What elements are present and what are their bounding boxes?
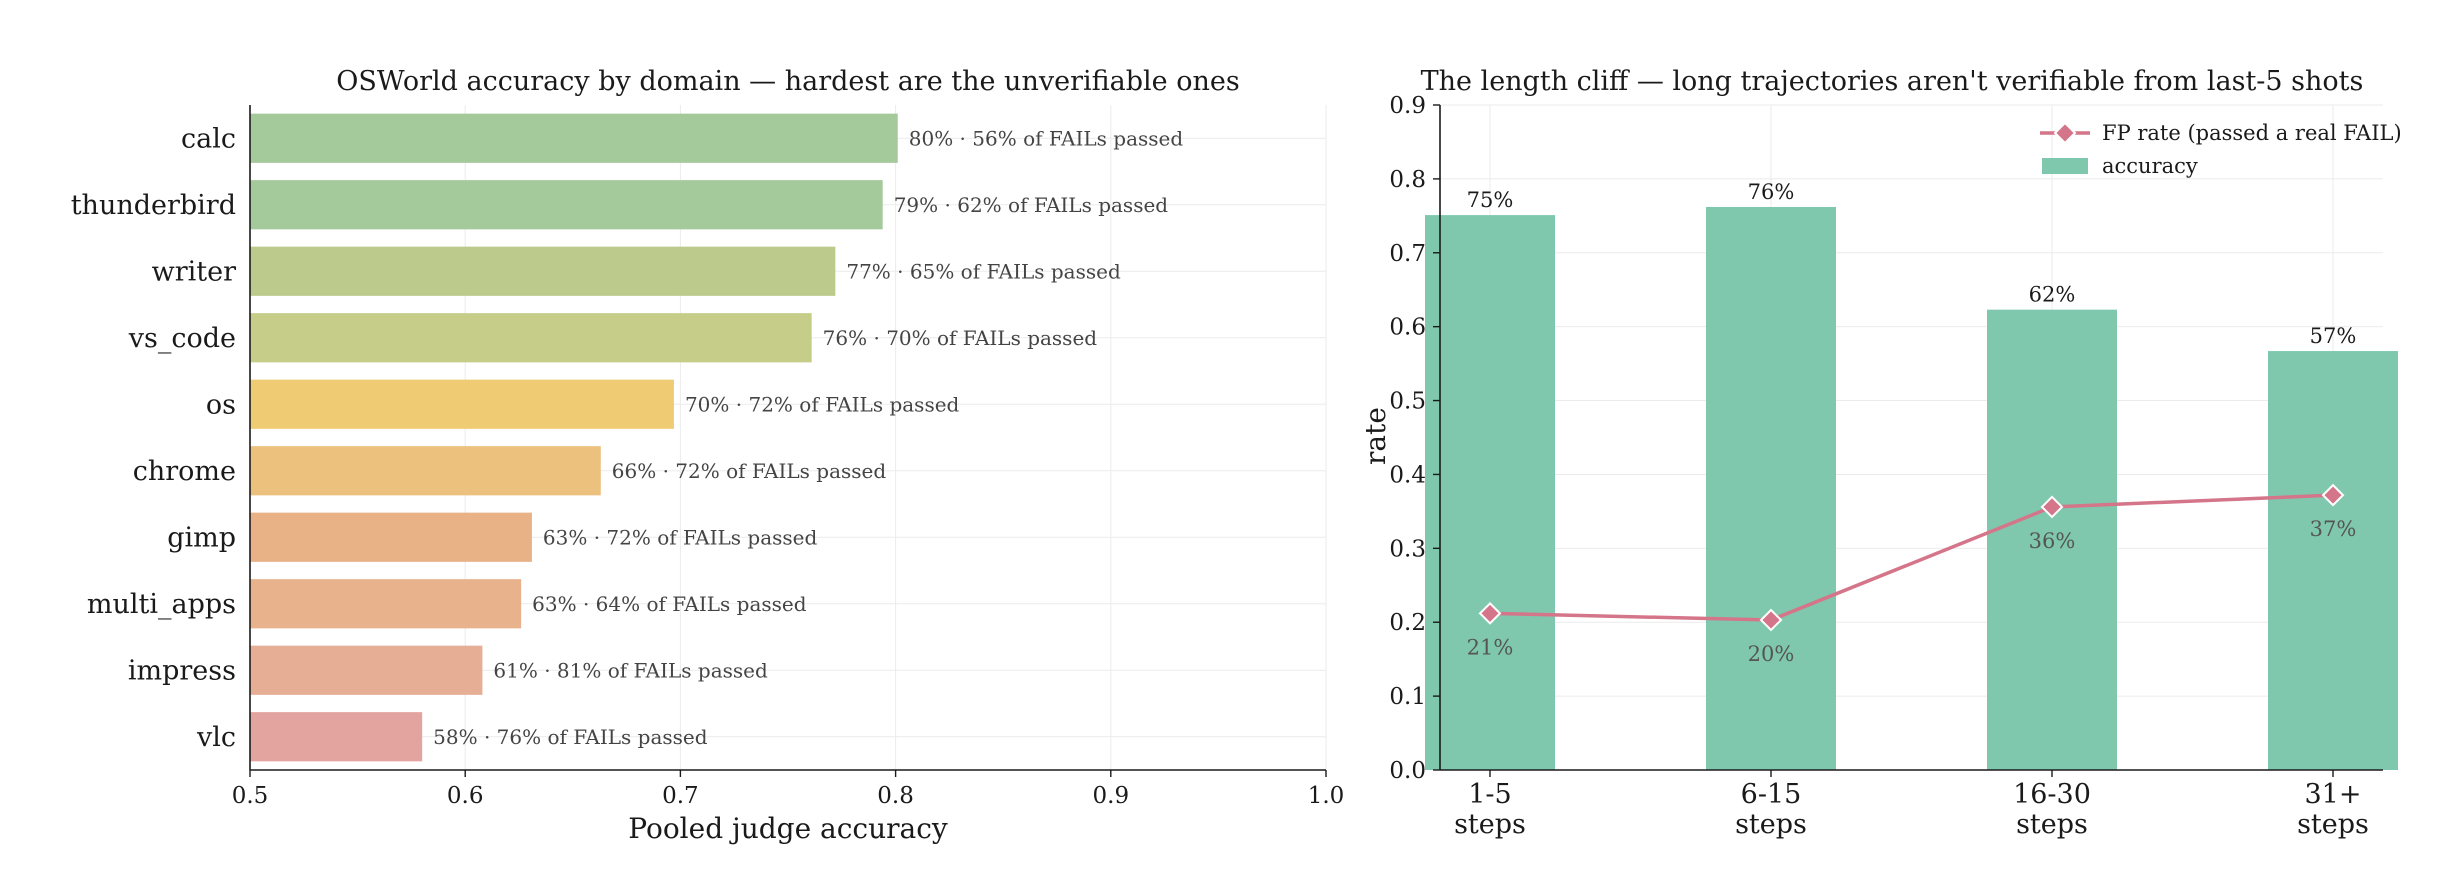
y-tick-label: 0.6 — [1389, 315, 1426, 341]
x-tick-label: steps — [1454, 809, 1526, 840]
fp-rate-label: 20% — [1748, 642, 1795, 666]
accuracy-bar — [2268, 351, 2398, 770]
x-tick-label: steps — [2016, 809, 2088, 840]
y-axis-label: rate — [1359, 407, 1392, 465]
accuracy-bar — [1425, 215, 1555, 770]
bar-vlc — [250, 712, 423, 762]
chart-title: The length cliff — long trajectories are… — [1421, 66, 2364, 97]
fp-rate-label: 21% — [1467, 635, 1514, 659]
bar-annotation: 76% · 70% of FAILs passed — [823, 326, 1098, 350]
fp-rate-label: 36% — [2029, 529, 2076, 553]
x-tick-label: steps — [2297, 809, 2369, 840]
accuracy-label: 75% — [1467, 188, 1514, 212]
accuracy-label: 57% — [2310, 324, 2357, 348]
bar-calc — [250, 113, 898, 163]
y-tick-label: 0.9 — [1389, 93, 1426, 119]
x-axis-label: Pooled judge accuracy — [628, 812, 948, 845]
bar-annotation: 77% · 65% of FAILs passed — [846, 259, 1121, 283]
y-tick-label: 0.4 — [1389, 462, 1426, 488]
bar-annotation: 61% · 81% of FAILs passed — [493, 658, 768, 682]
x-tick-label: steps — [1735, 809, 1807, 840]
category-label: chrome — [133, 456, 236, 487]
category-label: vs_code — [128, 323, 236, 354]
category-label: os — [206, 389, 236, 420]
accuracy-label: 76% — [1748, 180, 1795, 204]
y-tick-label: 0.1 — [1389, 684, 1426, 710]
y-tick-label: 0.3 — [1389, 536, 1426, 562]
accuracy-label: 62% — [2029, 283, 2076, 307]
bar-annotation: 63% · 64% of FAILs passed — [532, 592, 807, 616]
category-label: writer — [152, 256, 236, 287]
category-label: multi_apps — [87, 589, 236, 620]
y-tick-label: 0.7 — [1389, 241, 1426, 267]
x-tick-label: 16-30 — [2013, 779, 2091, 810]
y-tick-label: 0.5 — [1389, 389, 1426, 415]
legend-label: FP rate (passed a real FAIL) — [2102, 121, 2402, 145]
fp-rate-marker — [1478, 601, 1502, 625]
fp-rate-marker — [1759, 608, 1783, 632]
y-tick-label: 0.8 — [1389, 167, 1426, 193]
bar-annotation: 80% · 56% of FAILs passed — [909, 126, 1184, 150]
x-tick-label: 0.5 — [232, 783, 269, 809]
x-tick-label: 6-15 — [1741, 779, 1802, 810]
category-label: calc — [181, 123, 236, 154]
fp-rate-line — [1489, 493, 2334, 622]
x-tick-label: 31+ — [2305, 779, 2362, 810]
bar-chrome — [250, 446, 601, 496]
bar-annotation: 70% · 72% of FAILs passed — [685, 392, 960, 416]
bar-annotation: 66% · 72% of FAILs passed — [612, 459, 887, 483]
fp-rate-label: 37% — [2310, 517, 2357, 541]
bar-thunderbird — [250, 180, 883, 230]
category-label: impress — [128, 655, 236, 686]
bar-gimp — [250, 512, 532, 562]
y-tick-label: 0.0 — [1389, 758, 1426, 784]
y-tick-label: 0.2 — [1389, 610, 1426, 636]
bar-annotation: 58% · 76% of FAILs passed — [433, 725, 708, 749]
x-tick-label: 1.0 — [1308, 783, 1345, 809]
x-tick-label: 0.9 — [1093, 783, 1130, 809]
bar-impress — [250, 645, 483, 695]
category-label: gimp — [167, 522, 236, 553]
x-tick-label: 0.7 — [662, 783, 699, 809]
bar-multi_apps — [250, 579, 522, 629]
category-label: thunderbird — [71, 190, 236, 221]
chart-title: OSWorld accuracy by domain — hardest are… — [336, 66, 1239, 97]
legend-marker-swatch — [2053, 121, 2077, 145]
x-tick-label: 1-5 — [1468, 779, 1511, 810]
bar-writer — [250, 246, 836, 296]
length-cliff-chart: The length cliff — long trajectories are… — [1359, 66, 2402, 840]
category-label: vlc — [196, 722, 236, 753]
x-tick-label: 0.8 — [877, 783, 914, 809]
domain-accuracy-chart: OSWorld accuracy by domain — hardest are… — [71, 66, 1345, 845]
bar-annotation: 79% · 62% of FAILs passed — [894, 193, 1169, 217]
accuracy-bar — [1987, 309, 2117, 770]
bar-os — [250, 379, 674, 429]
fp-rate-marker — [2321, 483, 2345, 507]
bar-annotation: 63% · 72% of FAILs passed — [543, 525, 818, 549]
fp-rate-marker — [2040, 495, 2064, 519]
x-tick-label: 0.6 — [447, 783, 484, 809]
accuracy-bar — [1706, 206, 1836, 770]
legend: FP rate (passed a real FAIL) accuracy — [2040, 121, 2402, 178]
bar-vs_code — [250, 313, 812, 363]
legend-bar-swatch — [2042, 158, 2088, 174]
legend-label: accuracy — [2102, 154, 2198, 178]
